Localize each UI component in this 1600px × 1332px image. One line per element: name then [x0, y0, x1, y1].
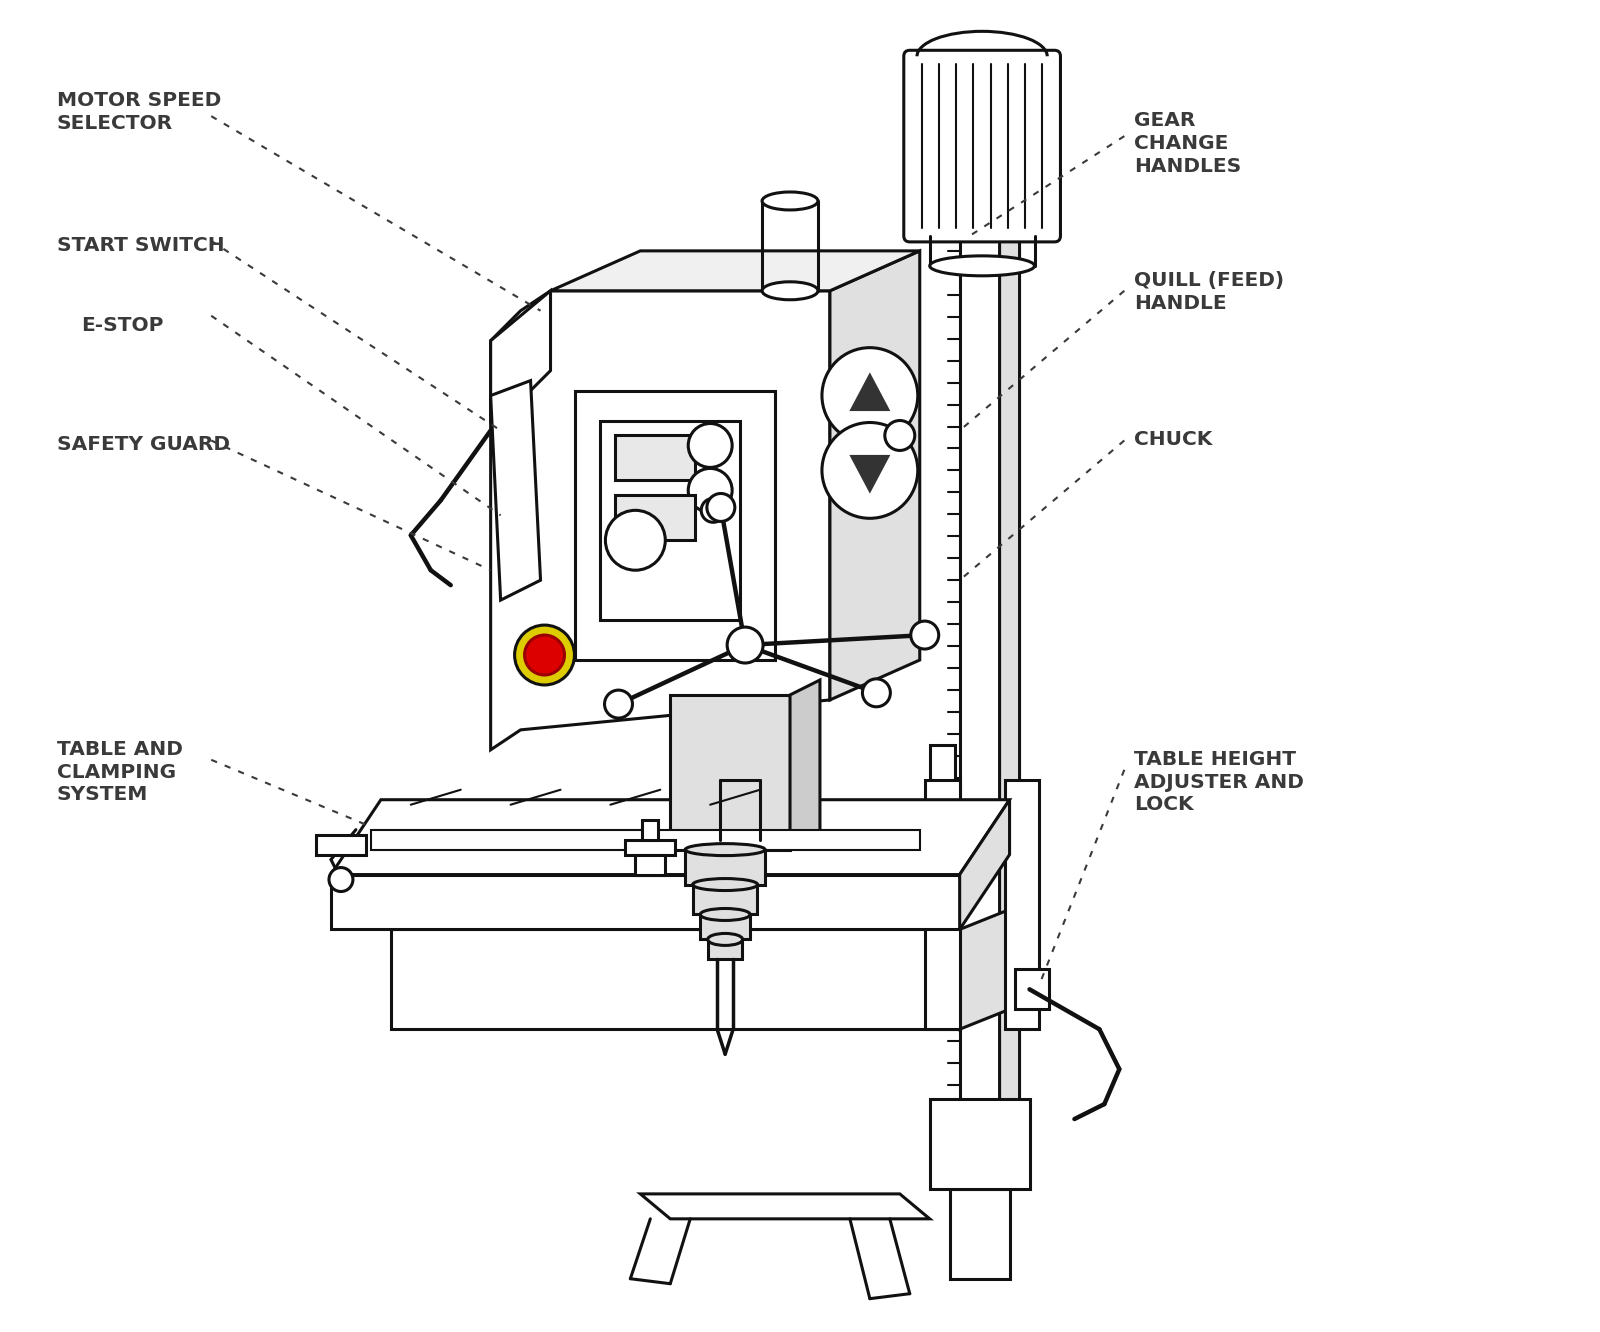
FancyBboxPatch shape: [904, 51, 1061, 242]
Ellipse shape: [762, 282, 818, 300]
Polygon shape: [701, 915, 750, 939]
Polygon shape: [491, 290, 550, 421]
Text: TABLE HEIGHT
ADJUSTER AND
LOCK: TABLE HEIGHT ADJUSTER AND LOCK: [1134, 750, 1304, 814]
Polygon shape: [640, 1193, 930, 1219]
Bar: [642, 819, 658, 839]
Polygon shape: [491, 290, 830, 750]
Polygon shape: [830, 250, 920, 699]
Bar: [626, 839, 675, 855]
Text: MOTOR SPEED
SELECTOR: MOTOR SPEED SELECTOR: [56, 91, 221, 133]
Polygon shape: [371, 830, 920, 850]
Bar: [1005, 779, 1040, 1030]
Polygon shape: [1000, 221, 1019, 1189]
Circle shape: [605, 690, 632, 718]
Ellipse shape: [693, 879, 757, 891]
Circle shape: [910, 621, 939, 649]
Circle shape: [822, 422, 918, 518]
Polygon shape: [491, 381, 541, 601]
Text: SAFETY GUARD: SAFETY GUARD: [56, 436, 229, 454]
Circle shape: [330, 867, 354, 891]
Polygon shape: [390, 930, 960, 1030]
Polygon shape: [576, 390, 774, 661]
Bar: [616, 436, 696, 481]
Bar: [635, 855, 666, 875]
Text: CHUCK: CHUCK: [1134, 430, 1213, 449]
Bar: [950, 1189, 1010, 1279]
Polygon shape: [331, 799, 1010, 875]
Bar: [930, 1099, 1029, 1189]
Circle shape: [822, 348, 918, 444]
Text: QUILL (FEED)
HANDLE: QUILL (FEED) HANDLE: [1134, 270, 1285, 313]
Polygon shape: [851, 457, 888, 490]
Polygon shape: [331, 875, 960, 930]
Circle shape: [701, 498, 725, 522]
Circle shape: [885, 421, 915, 450]
Polygon shape: [960, 799, 1010, 930]
Polygon shape: [851, 376, 888, 409]
Polygon shape: [693, 884, 757, 915]
Ellipse shape: [707, 934, 742, 946]
Bar: [960, 230, 1000, 1189]
Text: TABLE AND
CLAMPING
SYSTEM: TABLE AND CLAMPING SYSTEM: [56, 739, 182, 805]
Polygon shape: [550, 250, 920, 290]
Circle shape: [726, 627, 763, 663]
Polygon shape: [960, 910, 1010, 1030]
Ellipse shape: [930, 256, 1035, 276]
Bar: [317, 835, 366, 855]
Circle shape: [688, 469, 733, 513]
Polygon shape: [685, 850, 765, 884]
Text: GEAR
CHANGE
HANDLES: GEAR CHANGE HANDLES: [1134, 111, 1242, 176]
Bar: [616, 496, 696, 541]
Polygon shape: [670, 695, 790, 850]
Bar: [1014, 970, 1050, 1010]
Polygon shape: [930, 745, 955, 825]
Circle shape: [525, 635, 565, 675]
Polygon shape: [790, 679, 819, 850]
Circle shape: [707, 493, 734, 521]
Circle shape: [515, 625, 574, 685]
Text: START SWITCH: START SWITCH: [56, 236, 224, 254]
Text: E-STOP: E-STOP: [82, 316, 165, 334]
Circle shape: [605, 510, 666, 570]
Polygon shape: [709, 939, 742, 959]
Bar: [925, 779, 960, 1030]
Polygon shape: [600, 421, 741, 621]
Circle shape: [688, 424, 733, 468]
Ellipse shape: [701, 908, 750, 920]
Ellipse shape: [685, 843, 765, 855]
Ellipse shape: [762, 192, 818, 210]
Circle shape: [862, 679, 890, 707]
